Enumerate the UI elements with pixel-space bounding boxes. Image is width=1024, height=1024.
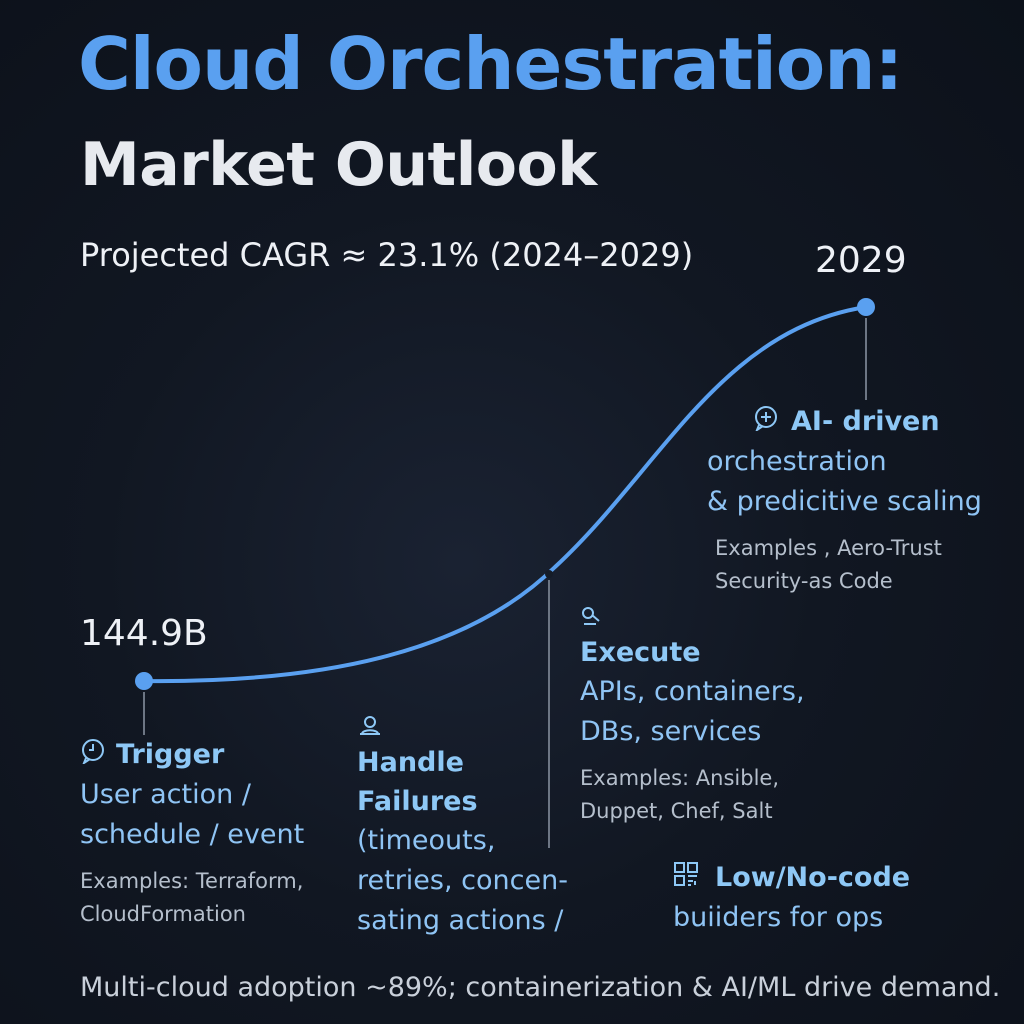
failures-title: Handle Failures [357,747,478,817]
trigger-examples: Examples: Terraform, CloudFormation [80,869,304,926]
lowcode-stage: Low/No-code buiiders for ops [673,858,910,938]
title-line1: Cloud Orchestration: [78,22,903,106]
ai-desc: orchestration & predicitive scaling [707,446,982,517]
start-point [135,672,153,690]
grid-icon [673,859,699,898]
trigger-desc: User action / schedule / event [80,779,305,850]
ai-examples: Examples , Aero-Trust Security-as Code [715,536,942,593]
footer-note: Multi-cloud adoption ~89%; containerizat… [80,972,1001,1003]
growth-curve [143,305,867,684]
clock-bubble-icon [80,736,106,775]
start-value-label: 144.9B [80,613,208,654]
trigger-title: Trigger [116,739,225,770]
person-handle-icon [357,715,568,741]
cagr-subtitle: Projected CAGR ≈ 23.1% (2024–2029) [80,236,694,274]
lowcode-title: Low/No-code [715,862,911,893]
trigger-stage: Trigger User action / schedule / event E… [80,735,304,931]
execute-desc: APIs, containers, DBs, services [580,676,805,747]
execute-stage: Execute APIs, containers, DBs, services … [580,605,805,828]
ai-bubble-icon [753,403,779,442]
end-point [857,298,875,316]
ai-stage: AI- driven orchestration & predicitive s… [707,402,982,598]
failures-desc: (timeouts, retries, concen- sating actio… [357,825,568,936]
lowcode-desc: buiiders for ops [673,902,884,933]
execute-title: Execute [580,637,701,668]
title-line2: Market Outlook [80,130,597,200]
key-icon [580,605,805,631]
end-value-label: 2029 [815,240,907,281]
ai-title: AI- driven [791,406,940,437]
execute-examples: Examples: Ansible, Duppet, Chef, Salt [580,766,780,823]
curve-gap [545,570,553,578]
failures-stage: Handle Failures (timeouts, retries, conc… [357,715,568,941]
